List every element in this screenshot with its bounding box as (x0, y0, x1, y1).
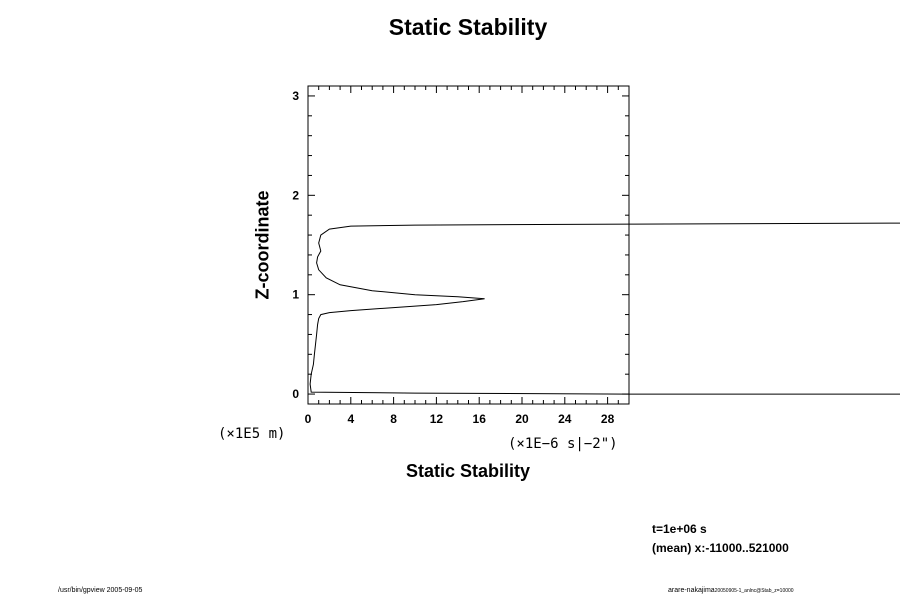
x-tick-label: 12 (430, 412, 444, 426)
x-axis-label: Static Stability (405, 461, 531, 481)
x-tick-label: 24 (558, 412, 572, 426)
x-axis-unit: (×1E−6 s|−2") (508, 436, 618, 452)
x-tick-label: 8 (390, 412, 397, 426)
x-tick-label: 0 (305, 412, 312, 426)
y-axis-ticks (308, 95, 629, 395)
y-tick-label: 1 (292, 288, 299, 302)
y-tick-label: 3 (292, 89, 299, 103)
x-axis-ticks (307, 86, 630, 404)
y-axis-label: Z-coordinate (252, 190, 273, 300)
time-annotation: t=1e+06 s (652, 522, 707, 536)
x-tick-label: 28 (601, 412, 615, 426)
y-tick-label: 2 (292, 188, 299, 202)
x-tick-label: 16 (473, 412, 487, 426)
plot-frame (307, 85, 630, 405)
series-line (309, 222, 900, 395)
y-tick-labels: 0 1 2 3 (292, 89, 299, 401)
footer-right: arare-nakajima20050905-1_anlnc@Stab_z=10… (668, 587, 794, 594)
y-tick-label: 0 (292, 387, 299, 401)
x-tick-labels: 0 4 8 12 16 20 24 28 (305, 412, 615, 426)
x-tick-label: 20 (515, 412, 529, 426)
y-axis-unit: (×1E5 m) (218, 426, 286, 442)
footer-right-sub: 20050905-1_anlnc@Stab_z=10000 (714, 588, 794, 594)
x-tick-label: 4 (347, 412, 354, 426)
footer-left: /usr/bin/gpview 2005-09-05 (58, 587, 143, 594)
footer-right-main: arare-nakajima (668, 587, 715, 594)
mean-annotation: (mean) x:-11000..521000 (652, 541, 789, 555)
chart-title: Static Stability (388, 14, 548, 40)
